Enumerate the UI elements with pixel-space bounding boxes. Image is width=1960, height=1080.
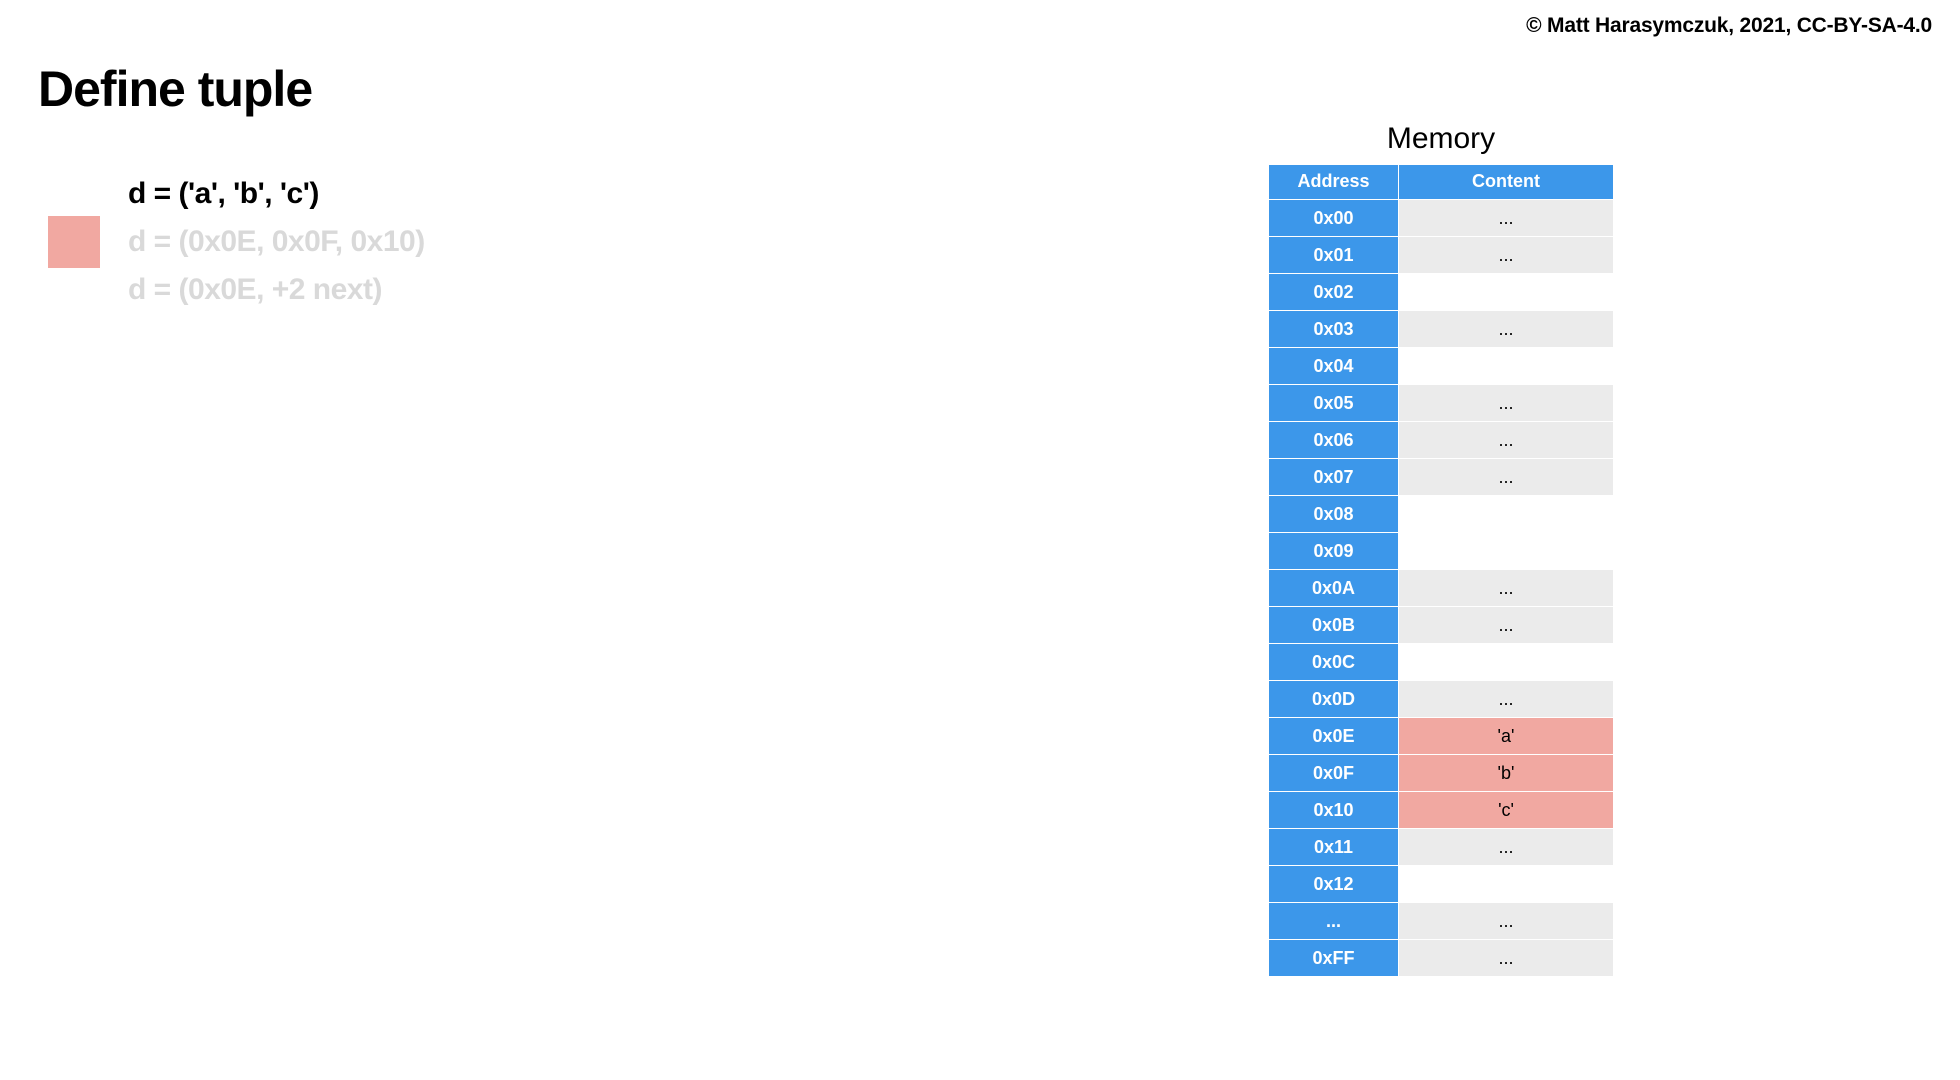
memory-content-cell: ... [1399,903,1614,940]
memory-address-cell: 0x00 [1269,200,1399,237]
memory-row: 0x10'c' [1269,792,1614,829]
memory-row: 0x0E'a' [1269,718,1614,755]
memory-content-cell [1399,496,1614,533]
memory-content-cell: ... [1399,385,1614,422]
memory-content-cell [1399,274,1614,311]
memory-row: 0x0F'b' [1269,755,1614,792]
code-line: d = (0x0E, 0x0F, 0x10) [128,218,425,266]
memory-address-cell: 0x08 [1269,496,1399,533]
memory-content-cell: 'a' [1399,718,1614,755]
memory-row: 0x0A... [1269,570,1614,607]
memory-header-content: Content [1399,165,1614,200]
memory-content-cell: ... [1399,237,1614,274]
code-line: d = (0x0E, +2 next) [128,266,425,314]
code-lines: d = ('a', 'b', 'c')d = (0x0E, 0x0F, 0x10… [128,170,425,314]
memory-address-cell: 0x02 [1269,274,1399,311]
memory-address-cell: 0x12 [1269,866,1399,903]
memory-content-cell [1399,533,1614,570]
memory-address-cell: 0x03 [1269,311,1399,348]
memory-row: 0x01... [1269,237,1614,274]
memory-title: Memory [1268,122,1614,156]
memory-address-cell: ... [1269,903,1399,940]
memory-address-cell: 0x0D [1269,681,1399,718]
memory-content-cell [1399,866,1614,903]
memory-row: 0x04 [1269,348,1614,385]
memory-row: 0x05... [1269,385,1614,422]
memory-row: 0x0C [1269,644,1614,681]
memory-content-cell [1399,644,1614,681]
memory-row: ...... [1269,903,1614,940]
memory-content-cell: ... [1399,940,1614,977]
memory-content-cell: ... [1399,311,1614,348]
memory-row: 0xFF... [1269,940,1614,977]
memory-header-row: Address Content [1269,165,1614,200]
memory-row: 0x02 [1269,274,1614,311]
memory-address-cell: 0xFF [1269,940,1399,977]
memory-row: 0x0D... [1269,681,1614,718]
memory-content-cell: ... [1399,570,1614,607]
memory-content-cell: ... [1399,829,1614,866]
memory-address-cell: 0x10 [1269,792,1399,829]
memory-row: 0x07... [1269,459,1614,496]
memory-content-cell: 'c' [1399,792,1614,829]
memory-address-cell: 0x09 [1269,533,1399,570]
memory-address-cell: 0x07 [1269,459,1399,496]
memory-row: 0x09 [1269,533,1614,570]
memory-panel: Memory Address Content 0x00...0x01...0x0… [1268,122,1614,977]
memory-row: 0x00... [1269,200,1614,237]
memory-address-cell: 0x01 [1269,237,1399,274]
memory-content-cell: 'b' [1399,755,1614,792]
memory-address-cell: 0x0E [1269,718,1399,755]
copyright-notice: © Matt Harasymczuk, 2021, CC-BY-SA-4.0 [1526,14,1932,38]
memory-content-cell: ... [1399,607,1614,644]
memory-address-cell: 0x04 [1269,348,1399,385]
memory-address-cell: 0x05 [1269,385,1399,422]
memory-content-cell: ... [1399,200,1614,237]
memory-table: Address Content 0x00...0x01...0x020x03..… [1268,164,1614,977]
memory-row: 0x03... [1269,311,1614,348]
memory-address-cell: 0x06 [1269,422,1399,459]
page-title: Define tuple [38,60,312,118]
memory-content-cell [1399,348,1614,385]
memory-row: 0x06... [1269,422,1614,459]
memory-address-cell: 0x0B [1269,607,1399,644]
memory-content-cell: ... [1399,459,1614,496]
code-line: d = ('a', 'b', 'c') [128,170,425,218]
memory-address-cell: 0x0A [1269,570,1399,607]
memory-header-address: Address [1269,165,1399,200]
memory-address-cell: 0x11 [1269,829,1399,866]
memory-row: 0x12 [1269,866,1614,903]
memory-row: 0x0B... [1269,607,1614,644]
memory-address-cell: 0x0F [1269,755,1399,792]
memory-content-cell: ... [1399,681,1614,718]
highlight-swatch [48,216,100,268]
memory-row: 0x08 [1269,496,1614,533]
memory-content-cell: ... [1399,422,1614,459]
memory-address-cell: 0x0C [1269,644,1399,681]
memory-row: 0x11... [1269,829,1614,866]
